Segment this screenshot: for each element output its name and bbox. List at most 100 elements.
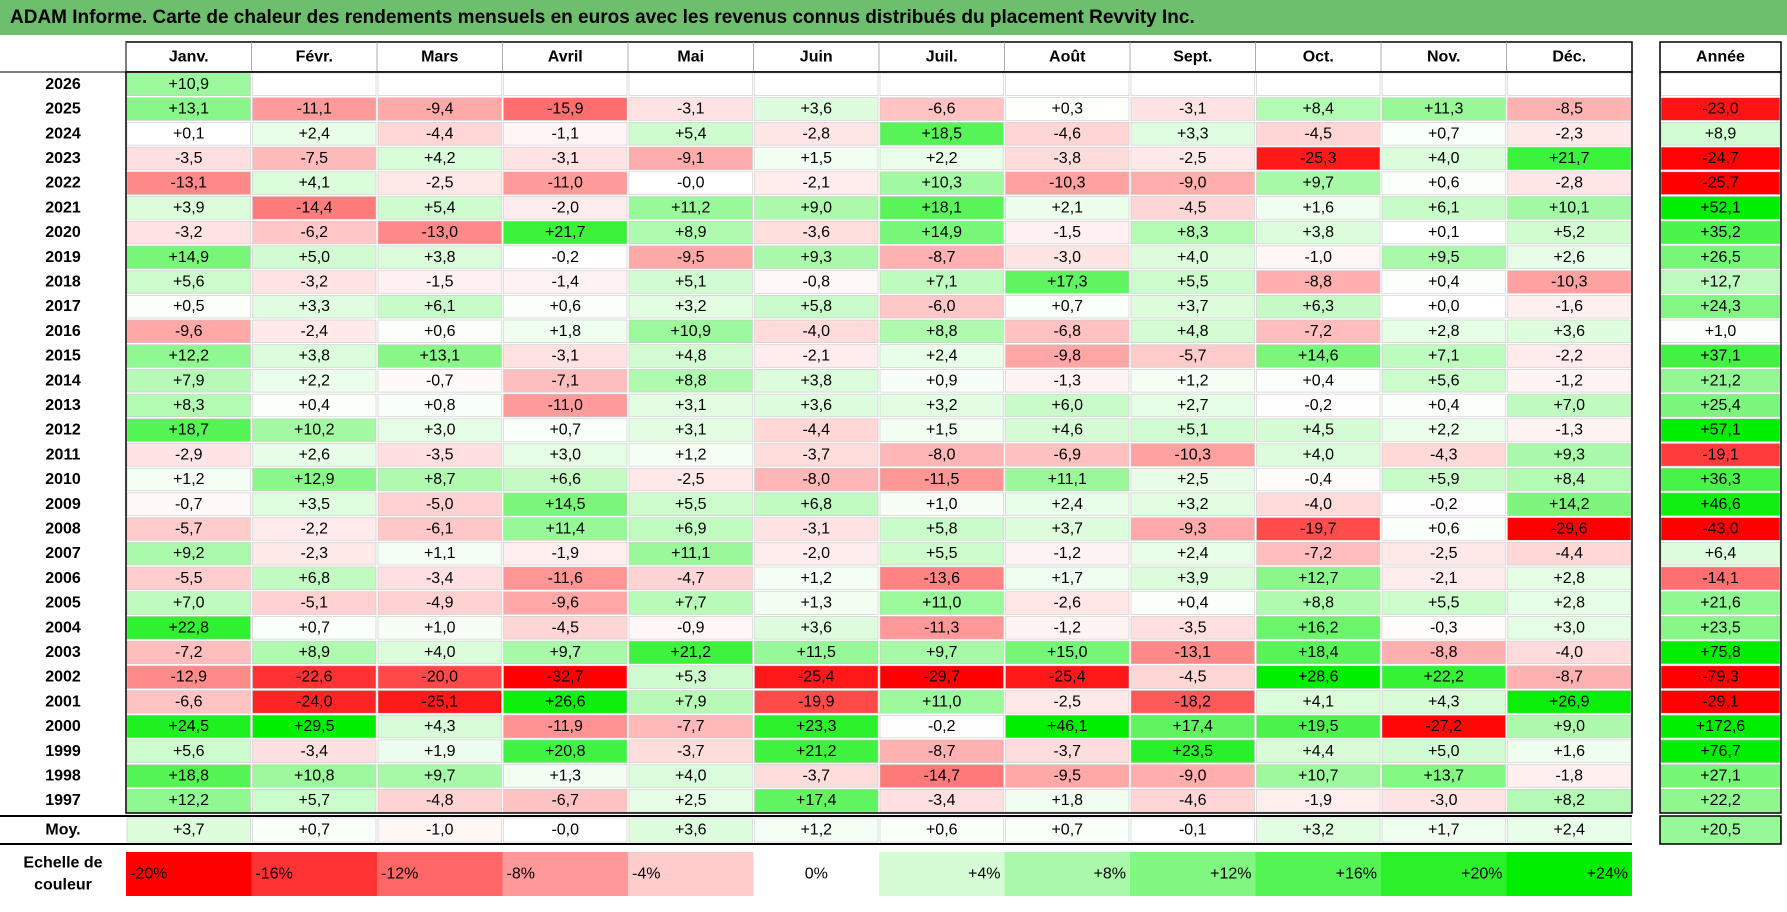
heatmap-cell-value: -4,7	[677, 570, 705, 587]
heatmap-cell	[377, 591, 502, 615]
heatmap-cell-value: +8,8	[1302, 595, 1334, 612]
heatmap-cell	[1256, 541, 1381, 566]
heatmap-cell-value: +2,4	[298, 125, 330, 142]
avg-cell	[628, 817, 753, 843]
heatmap-cell-value: -2,5	[677, 471, 705, 488]
heatmap-cell-value: -2,8	[1555, 175, 1583, 192]
heatmap-cell	[1130, 492, 1255, 516]
heatmap-cell	[377, 492, 502, 516]
heatmap-cell-value: -1,1	[551, 125, 579, 142]
heatmap-cell-value: +16,2	[1298, 619, 1339, 636]
heatmap-cell-value: -0,7	[426, 372, 454, 389]
scale-swatch	[502, 852, 628, 896]
heatmap-cell-value: -0,3	[1430, 619, 1458, 636]
heatmap-cell	[754, 97, 879, 121]
annual-cell	[1660, 690, 1781, 714]
heatmap-cell	[503, 270, 628, 294]
heatmap-cell-value: +6,9	[675, 520, 707, 537]
heatmap-cell	[503, 541, 628, 566]
heatmap-cell-value: -3,2	[175, 224, 203, 241]
heatmap-cell-value: +5,3	[675, 669, 707, 686]
heatmap-cell-value: +1,8	[1051, 792, 1083, 809]
heatmap-cell-value: -2,0	[802, 545, 830, 562]
month-header: Oct.	[1303, 49, 1334, 66]
annual-cell	[1660, 369, 1781, 393]
heatmap-cell-value: +8,7	[424, 471, 456, 488]
heatmap-cell	[1005, 764, 1130, 788]
heatmap-cell-value: -8,5	[1555, 101, 1583, 118]
annual-cell-value: +1,0	[1705, 323, 1737, 340]
heatmap-cell-value: +14,9	[922, 224, 963, 241]
heatmap-cell-value: -1,4	[551, 273, 579, 290]
heatmap-cell	[1256, 690, 1381, 714]
heatmap-cell	[1507, 640, 1632, 665]
heatmap-cell-value: +11,1	[671, 545, 710, 562]
heatmap-cell-value: +4,3	[424, 718, 456, 735]
heatmap-cell	[377, 270, 502, 294]
heatmap-cell	[1256, 270, 1381, 294]
heatmap-cell-value: -3,7	[1053, 743, 1081, 760]
heatmap-cell	[1005, 146, 1130, 171]
heatmap-cell-value: +0,4	[298, 397, 330, 414]
heatmap-cell-value: +4,6	[1051, 422, 1083, 439]
heatmap-cell-value: +8,3	[173, 397, 205, 414]
heatmap-cell	[126, 690, 251, 714]
heatmap-cell-value: -1,0	[1304, 249, 1332, 266]
heatmap-cell-value: -10,3	[1049, 175, 1086, 192]
heatmap-cell-value: +1,9	[424, 743, 456, 760]
annual-cell-value: -19,1	[1702, 446, 1739, 463]
heatmap-cell-value: +7,7	[675, 595, 707, 612]
heatmap-cell	[1005, 294, 1130, 319]
annual-cell-value: +37,1	[1700, 348, 1741, 365]
heatmap-cell-value: +11,4	[546, 520, 585, 537]
heatmap-cell-value: +2,4	[926, 348, 958, 365]
heatmap-cell	[1130, 220, 1255, 245]
heatmap-cell	[503, 714, 628, 739]
heatmap-cell	[1005, 369, 1130, 393]
heatmap-cell	[503, 319, 628, 344]
row-year-label: 2015	[45, 348, 81, 365]
heatmap-cell	[377, 122, 502, 146]
heatmap-cell-value: +4,3	[1428, 693, 1460, 710]
heatmap-cell-value: -11,6	[548, 570, 583, 587]
heatmap-cell	[628, 270, 753, 294]
heatmap-cell-value: -4,0	[1304, 496, 1332, 513]
heatmap-cell-value: -22,6	[296, 669, 333, 686]
heatmap-cell	[879, 690, 1004, 714]
heatmap-cell-value: +28,6	[1298, 669, 1339, 686]
heatmap-cell	[879, 369, 1004, 393]
row-year-label: 2008	[45, 520, 81, 537]
heatmap-cell-value: +21,7	[1549, 150, 1590, 167]
heatmap-cell-value: +4,1	[1302, 693, 1334, 710]
heatmap-cell	[754, 739, 879, 763]
heatmap-cell-value: +3,7	[1177, 298, 1209, 315]
scale-swatch-label: +8%	[1094, 866, 1126, 883]
heatmap-cell-value: +3,3	[1177, 125, 1209, 142]
heatmap-cell-value: +5,5	[926, 545, 958, 562]
heatmap-cell	[754, 764, 879, 788]
heatmap-cell	[377, 146, 502, 171]
annual-cell-value: +172,6	[1696, 718, 1745, 735]
heatmap-cell	[754, 245, 879, 269]
heatmap-cell	[1005, 492, 1130, 516]
heatmap-cell-value: +1,3	[549, 767, 581, 784]
heatmap-cell	[1005, 220, 1130, 245]
month-header: Juin	[800, 49, 833, 66]
annual-cell-value: +46,6	[1700, 496, 1741, 513]
heatmap-cell	[879, 220, 1004, 245]
avg-annual-value: +20,5	[1700, 822, 1741, 839]
row-year-label: 2021	[45, 199, 81, 216]
heatmap-cell	[126, 319, 251, 344]
heatmap-cell	[1256, 616, 1381, 640]
heatmap-cell-value: -18,2	[1175, 693, 1212, 710]
heatmap-cell-value: -2,5	[1430, 545, 1458, 562]
heatmap-cell-value: -2,1	[802, 175, 830, 192]
heatmap-cell	[1256, 443, 1381, 467]
heatmap-cell-value: +3,1	[675, 422, 707, 439]
heatmap-cell-value: -2,3	[1555, 125, 1583, 142]
heatmap-cell	[252, 467, 377, 492]
heatmap-cell-value: -4,6	[1179, 792, 1207, 809]
heatmap-cell	[126, 566, 251, 591]
heatmap-cell-value: -6,7	[551, 792, 579, 809]
